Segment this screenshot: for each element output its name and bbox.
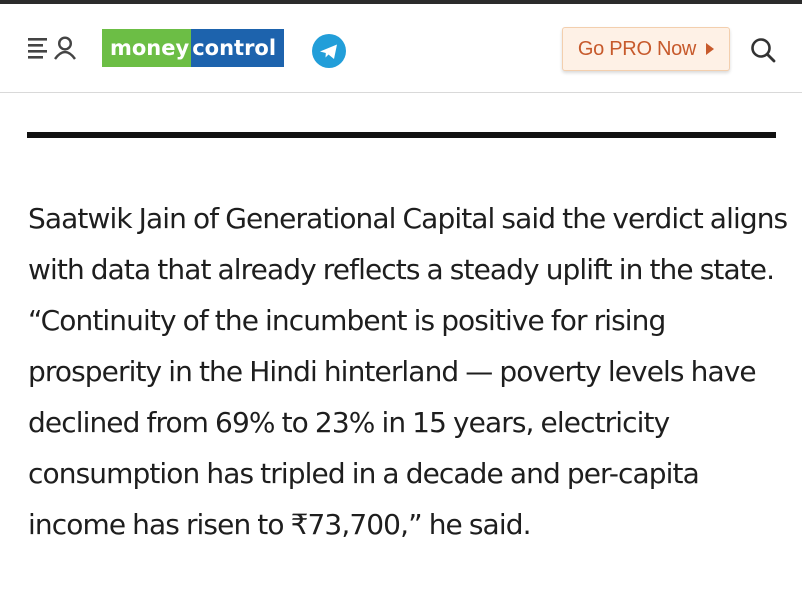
site-header: money control Go PRO Now bbox=[0, 4, 802, 93]
section-divider bbox=[27, 132, 776, 138]
play-triangle-icon bbox=[706, 43, 715, 55]
telegram-button[interactable] bbox=[312, 34, 346, 68]
menu-user-icon bbox=[28, 36, 76, 60]
go-pro-label: Go PRO Now bbox=[577, 37, 697, 60]
search-icon bbox=[751, 38, 776, 63]
logo-control-part: control bbox=[191, 29, 285, 67]
telegram-icon bbox=[320, 44, 337, 59]
logo-money-part: money bbox=[102, 29, 192, 67]
article-paragraph: Saatwik Jain of Generational Capital sai… bbox=[28, 202, 788, 541]
search-button[interactable] bbox=[748, 35, 778, 65]
top-border-strip bbox=[0, 0, 802, 4]
go-pro-button[interactable]: Go PRO Now bbox=[562, 27, 730, 71]
moneycontrol-logo[interactable]: money control bbox=[102, 29, 285, 67]
menu-button[interactable] bbox=[25, 33, 81, 63]
